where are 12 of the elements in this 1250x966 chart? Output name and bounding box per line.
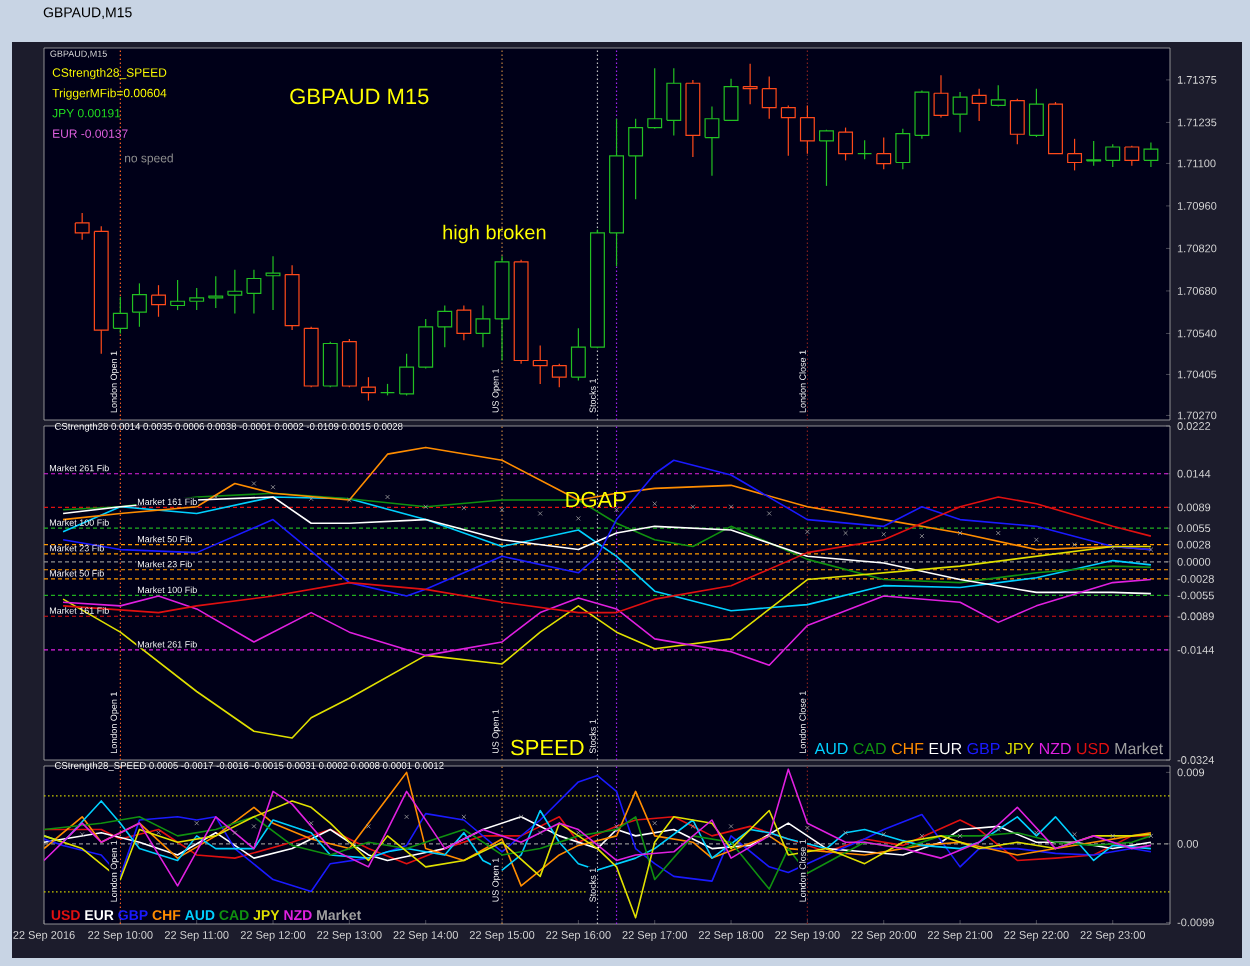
text: EUR: [929, 743, 962, 755]
annotation: SPEED: [511, 739, 584, 756]
annotation: GBPAUD M15: [290, 88, 429, 105]
text: JPY: [1005, 743, 1034, 755]
text: CHF: [891, 742, 924, 755]
text: Market: [1115, 742, 1163, 755]
text: USD: [1077, 742, 1109, 755]
text: NZD: [1039, 743, 1071, 755]
text: CAD: [853, 742, 886, 755]
annotation: high broken: [443, 224, 546, 244]
text: AUD: [814, 743, 848, 755]
text: GBP: [967, 742, 1000, 755]
